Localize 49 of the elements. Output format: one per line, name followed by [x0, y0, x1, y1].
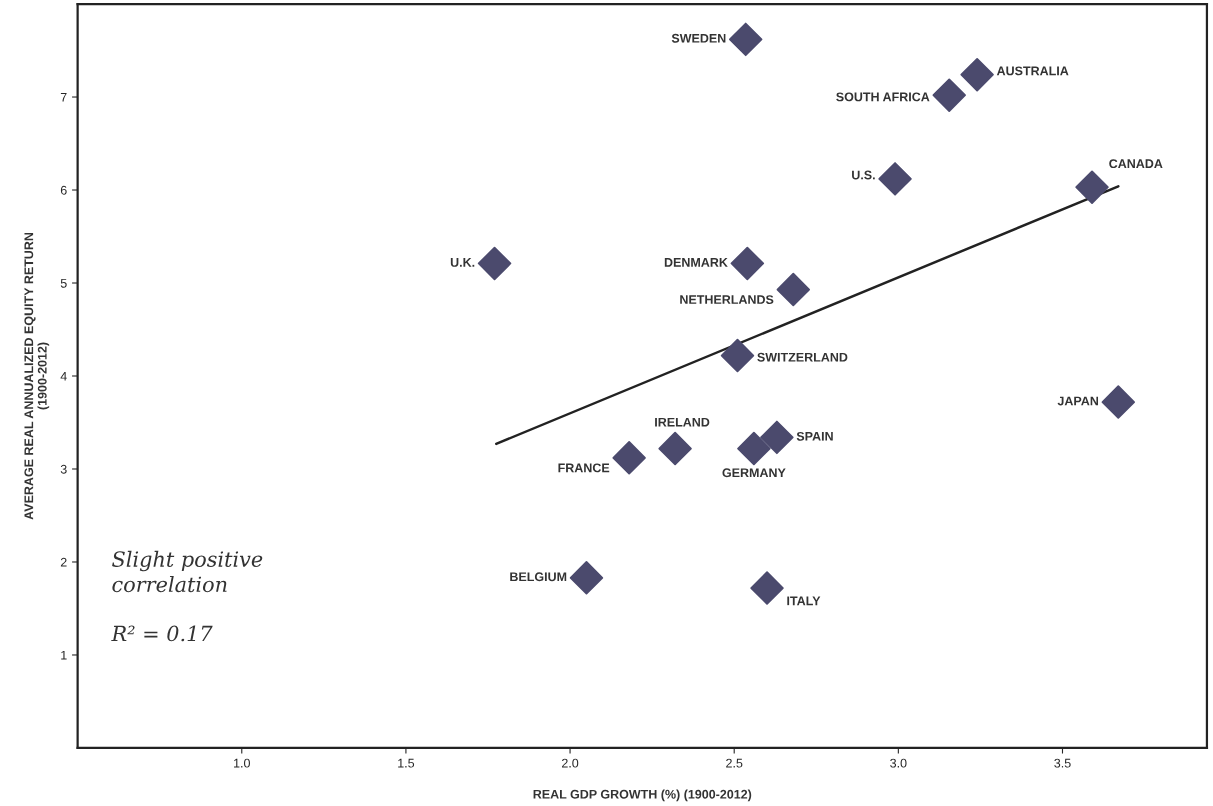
point: [1075, 170, 1109, 204]
point: [730, 246, 765, 281]
x-tick-label: 2.5: [726, 758, 743, 768]
x-tick-label: 3.5: [1054, 758, 1071, 768]
x-tick-label: 1.0: [234, 758, 250, 768]
y-tick-label: 1: [61, 650, 67, 660]
x-tick-label: 1.5: [398, 758, 415, 768]
annotation: NETHERLANDS: [680, 295, 774, 304]
annotation: Slight positive correlation: [112, 550, 263, 593]
annotation: SWITZERLAND: [757, 352, 848, 362]
point: [760, 420, 794, 455]
annotation: SPAIN: [796, 431, 833, 441]
point: [960, 57, 994, 92]
point: [728, 22, 763, 57]
x-tick-label: 3.0: [890, 758, 907, 768]
y-tick-label: 7: [60, 92, 67, 102]
annotation: SWEDEN: [671, 33, 726, 43]
point: [477, 246, 512, 281]
annotation: FRANCE: [558, 463, 610, 473]
annotation: GERMANY: [722, 468, 786, 478]
point: [750, 571, 784, 605]
point: [776, 272, 811, 307]
y-tick-label: 4: [60, 371, 67, 381]
annotation: AUSTRALIA: [996, 66, 1069, 76]
point: [612, 441, 646, 475]
y-axis-title: AVERAGE REAL ANNUALIZED EQUITY RETURN (1900-2012): [24, 232, 50, 520]
annotation: ITALY: [787, 596, 821, 606]
point: [569, 561, 604, 595]
annotation: R² = 0.17: [111, 625, 213, 642]
annotation: DENMARK: [664, 258, 728, 267]
annotation: IRELAND: [655, 417, 710, 427]
point: [932, 78, 966, 112]
point: [878, 162, 912, 196]
x-axis-title: REAL GDP GROWTH (%) (1900-2012): [533, 789, 752, 802]
annotation: BELGIUM: [510, 572, 567, 582]
point: [737, 431, 771, 466]
y-tick-label: 5: [60, 278, 67, 288]
annotation: U.K.: [450, 258, 475, 267]
point: [1101, 385, 1136, 419]
annotation: JAPAN: [1057, 396, 1099, 406]
annotation: CANADA: [1109, 159, 1163, 169]
y-tick-label: 2: [60, 557, 67, 567]
annotation: SOUTH AFRICA: [836, 92, 930, 102]
y-tick-label: 6: [60, 185, 67, 195]
point: [658, 431, 692, 466]
point: [720, 338, 755, 373]
annotation: U.S.: [852, 170, 875, 180]
y-tick-label: 3: [60, 464, 67, 474]
x-tick-label: 2.0: [562, 758, 579, 768]
